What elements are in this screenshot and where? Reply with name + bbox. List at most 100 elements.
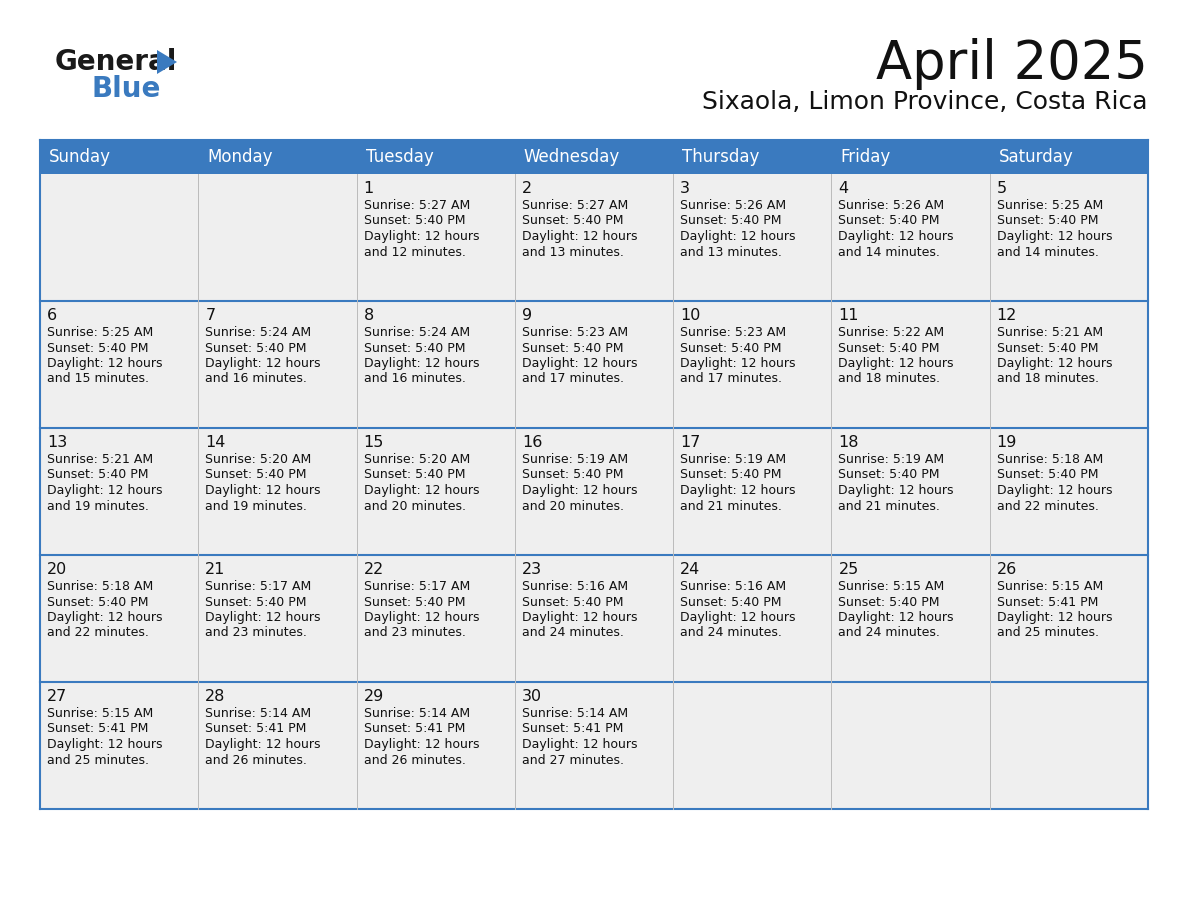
Text: 2: 2 bbox=[522, 181, 532, 196]
Text: and 23 minutes.: and 23 minutes. bbox=[364, 626, 466, 640]
Text: Sunset: 5:40 PM: Sunset: 5:40 PM bbox=[681, 341, 782, 354]
Text: 17: 17 bbox=[681, 435, 701, 450]
Text: 10: 10 bbox=[681, 308, 701, 323]
Text: Sunset: 5:40 PM: Sunset: 5:40 PM bbox=[48, 341, 148, 354]
Text: Sunrise: 5:21 AM: Sunrise: 5:21 AM bbox=[48, 453, 153, 466]
Text: Sunset: 5:40 PM: Sunset: 5:40 PM bbox=[997, 215, 1098, 228]
Bar bbox=[674, 140, 832, 174]
Text: Sunrise: 5:19 AM: Sunrise: 5:19 AM bbox=[681, 453, 786, 466]
Text: Sunset: 5:40 PM: Sunset: 5:40 PM bbox=[997, 468, 1098, 482]
Text: Daylight: 12 hours: Daylight: 12 hours bbox=[522, 611, 637, 624]
Text: Daylight: 12 hours: Daylight: 12 hours bbox=[681, 357, 796, 370]
Text: 1: 1 bbox=[364, 181, 374, 196]
Bar bbox=[514, 301, 674, 428]
Text: 8: 8 bbox=[364, 308, 374, 323]
Text: and 19 minutes.: and 19 minutes. bbox=[48, 499, 148, 512]
Bar bbox=[40, 555, 198, 682]
Bar bbox=[356, 140, 514, 174]
Text: 22: 22 bbox=[364, 562, 384, 577]
Text: Sunrise: 5:14 AM: Sunrise: 5:14 AM bbox=[206, 707, 311, 720]
Text: Sunset: 5:40 PM: Sunset: 5:40 PM bbox=[48, 468, 148, 482]
Text: Thursday: Thursday bbox=[682, 148, 759, 166]
Text: Daylight: 12 hours: Daylight: 12 hours bbox=[522, 357, 637, 370]
Text: Sunrise: 5:27 AM: Sunrise: 5:27 AM bbox=[364, 199, 469, 212]
Text: and 17 minutes.: and 17 minutes. bbox=[681, 373, 782, 386]
Text: Sixaola, Limon Province, Costa Rica: Sixaola, Limon Province, Costa Rica bbox=[702, 90, 1148, 114]
Text: Daylight: 12 hours: Daylight: 12 hours bbox=[522, 230, 637, 243]
Text: Daylight: 12 hours: Daylight: 12 hours bbox=[839, 230, 954, 243]
Text: Daylight: 12 hours: Daylight: 12 hours bbox=[839, 611, 954, 624]
Text: and 18 minutes.: and 18 minutes. bbox=[997, 373, 1099, 386]
Text: and 16 minutes.: and 16 minutes. bbox=[364, 373, 466, 386]
Text: Sunrise: 5:25 AM: Sunrise: 5:25 AM bbox=[48, 326, 153, 339]
Text: Sunrise: 5:26 AM: Sunrise: 5:26 AM bbox=[681, 199, 786, 212]
Bar bbox=[40, 140, 198, 174]
Text: and 19 minutes.: and 19 minutes. bbox=[206, 499, 308, 512]
Bar bbox=[990, 140, 1148, 174]
Bar bbox=[514, 555, 674, 682]
Text: Sunrise: 5:14 AM: Sunrise: 5:14 AM bbox=[522, 707, 628, 720]
Text: Sunrise: 5:22 AM: Sunrise: 5:22 AM bbox=[839, 326, 944, 339]
Text: Sunrise: 5:15 AM: Sunrise: 5:15 AM bbox=[48, 707, 153, 720]
Bar bbox=[356, 301, 514, 428]
Text: Sunset: 5:40 PM: Sunset: 5:40 PM bbox=[364, 596, 465, 609]
Bar bbox=[674, 555, 832, 682]
Text: Daylight: 12 hours: Daylight: 12 hours bbox=[681, 611, 796, 624]
Text: Saturday: Saturday bbox=[999, 148, 1074, 166]
Bar bbox=[832, 174, 990, 301]
Text: 23: 23 bbox=[522, 562, 542, 577]
Bar bbox=[674, 174, 832, 301]
Text: Daylight: 12 hours: Daylight: 12 hours bbox=[48, 611, 163, 624]
Text: and 22 minutes.: and 22 minutes. bbox=[997, 499, 1099, 512]
Text: 19: 19 bbox=[997, 435, 1017, 450]
Bar bbox=[674, 428, 832, 555]
Text: Daylight: 12 hours: Daylight: 12 hours bbox=[206, 357, 321, 370]
Text: and 26 minutes.: and 26 minutes. bbox=[364, 754, 466, 767]
Text: Daylight: 12 hours: Daylight: 12 hours bbox=[364, 230, 479, 243]
Text: Monday: Monday bbox=[207, 148, 273, 166]
Bar bbox=[40, 174, 198, 301]
Bar bbox=[990, 301, 1148, 428]
Text: Blue: Blue bbox=[91, 75, 160, 103]
Text: 5: 5 bbox=[997, 181, 1007, 196]
Text: and 18 minutes.: and 18 minutes. bbox=[839, 373, 941, 386]
Text: Sunrise: 5:16 AM: Sunrise: 5:16 AM bbox=[681, 580, 786, 593]
Text: Daylight: 12 hours: Daylight: 12 hours bbox=[206, 484, 321, 497]
Text: Sunset: 5:40 PM: Sunset: 5:40 PM bbox=[364, 468, 465, 482]
Bar bbox=[40, 301, 198, 428]
Text: 24: 24 bbox=[681, 562, 701, 577]
Bar bbox=[356, 174, 514, 301]
Bar bbox=[832, 555, 990, 682]
Bar bbox=[674, 301, 832, 428]
Text: Sunset: 5:40 PM: Sunset: 5:40 PM bbox=[522, 468, 624, 482]
Text: 21: 21 bbox=[206, 562, 226, 577]
Bar bbox=[990, 682, 1148, 809]
Text: Sunrise: 5:23 AM: Sunrise: 5:23 AM bbox=[681, 326, 786, 339]
Text: Sunset: 5:40 PM: Sunset: 5:40 PM bbox=[522, 596, 624, 609]
Text: Daylight: 12 hours: Daylight: 12 hours bbox=[681, 230, 796, 243]
Text: and 24 minutes.: and 24 minutes. bbox=[681, 626, 782, 640]
Bar bbox=[514, 682, 674, 809]
Text: Daylight: 12 hours: Daylight: 12 hours bbox=[364, 611, 479, 624]
Text: Sunset: 5:40 PM: Sunset: 5:40 PM bbox=[839, 215, 940, 228]
Text: Daylight: 12 hours: Daylight: 12 hours bbox=[364, 738, 479, 751]
Text: 9: 9 bbox=[522, 308, 532, 323]
Bar bbox=[198, 301, 356, 428]
Text: Sunset: 5:40 PM: Sunset: 5:40 PM bbox=[522, 341, 624, 354]
Text: 18: 18 bbox=[839, 435, 859, 450]
Text: Sunrise: 5:24 AM: Sunrise: 5:24 AM bbox=[206, 326, 311, 339]
Text: Sunrise: 5:24 AM: Sunrise: 5:24 AM bbox=[364, 326, 469, 339]
Bar bbox=[198, 682, 356, 809]
Bar bbox=[674, 682, 832, 809]
Text: and 20 minutes.: and 20 minutes. bbox=[364, 499, 466, 512]
Text: 20: 20 bbox=[48, 562, 68, 577]
Text: Sunrise: 5:20 AM: Sunrise: 5:20 AM bbox=[364, 453, 469, 466]
Text: Sunset: 5:40 PM: Sunset: 5:40 PM bbox=[681, 215, 782, 228]
Text: 6: 6 bbox=[48, 308, 57, 323]
Text: Daylight: 12 hours: Daylight: 12 hours bbox=[364, 357, 479, 370]
Text: Sunset: 5:40 PM: Sunset: 5:40 PM bbox=[681, 596, 782, 609]
Text: Sunrise: 5:17 AM: Sunrise: 5:17 AM bbox=[364, 580, 469, 593]
Text: and 21 minutes.: and 21 minutes. bbox=[681, 499, 782, 512]
Text: Daylight: 12 hours: Daylight: 12 hours bbox=[522, 484, 637, 497]
Bar bbox=[832, 682, 990, 809]
